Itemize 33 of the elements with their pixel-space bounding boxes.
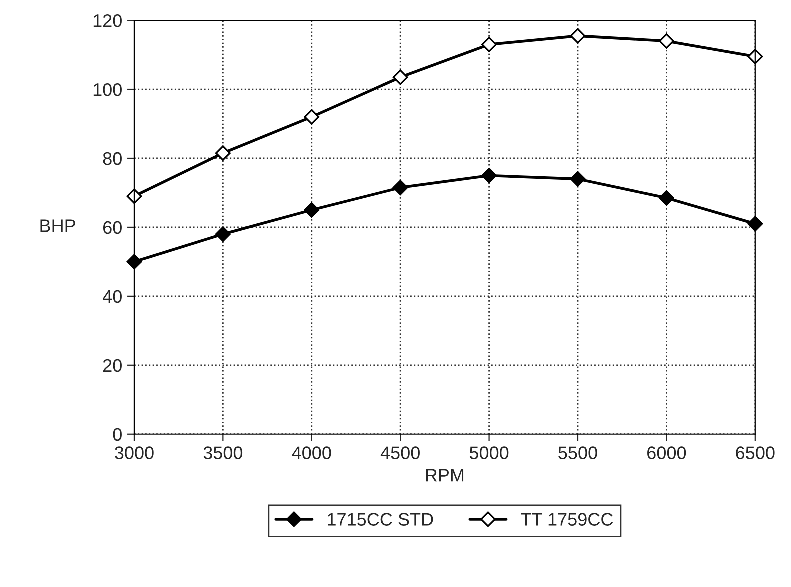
y-tick-label: 40 (103, 290, 122, 304)
x-axis-title: RPM (426, 469, 464, 482)
point (658, 190, 674, 206)
legend-label: TT 1759CC (521, 513, 614, 526)
y-tick-label: 0 (113, 428, 122, 442)
point (392, 70, 408, 86)
point (215, 146, 231, 162)
y-tick-label: 120 (94, 14, 122, 28)
x-tick-label: 5500 (558, 446, 598, 460)
y-tick-label: 100 (94, 83, 122, 96)
point (126, 188, 142, 204)
point (482, 168, 497, 184)
legend-label: 1715CC STD (328, 513, 434, 526)
point (215, 226, 231, 242)
point (304, 109, 320, 125)
x-tick-label: 5000 (470, 446, 509, 460)
y-tick-label: 20 (103, 359, 122, 372)
point (658, 34, 674, 49)
point (392, 180, 408, 196)
point (570, 28, 586, 44)
x-tick-label: 6500 (736, 446, 775, 460)
x-tick-label: 3500 (204, 446, 243, 460)
y-axis-title: BHP (40, 220, 76, 232)
point (570, 171, 586, 187)
x-tick-label: 6000 (648, 446, 686, 460)
x-tick-label: 4500 (380, 446, 420, 460)
x-tick-label: 3000 (115, 446, 154, 460)
y-tick-label: 60 (104, 221, 122, 234)
x-tick-label: 4000 (292, 446, 332, 460)
point (126, 254, 142, 270)
point (304, 202, 320, 218)
y-tick-label: 80 (103, 152, 122, 166)
point (482, 36, 497, 52)
